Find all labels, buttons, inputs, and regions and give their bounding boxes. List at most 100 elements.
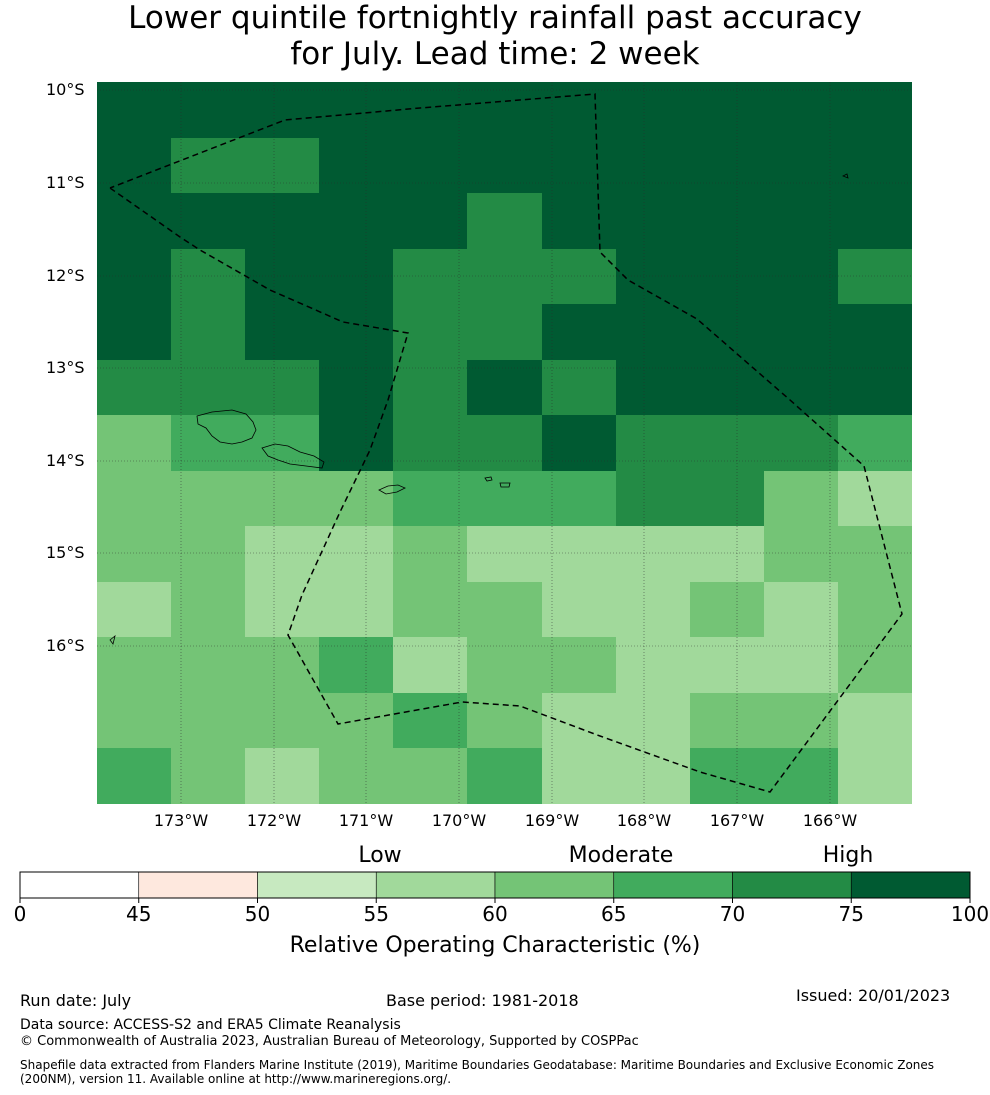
longitude-label: 167°W xyxy=(709,811,765,830)
grid-cell xyxy=(245,471,319,526)
grid-cell xyxy=(171,82,245,138)
grid-cell xyxy=(764,526,838,582)
maritime-boundary-west xyxy=(109,93,903,793)
colorbar-tick-label: 100 xyxy=(950,902,990,926)
island-upolu-savaii xyxy=(196,409,257,445)
colorbar-tick-label: 70 xyxy=(719,902,746,926)
grid-cell xyxy=(319,637,393,693)
grid-cell xyxy=(838,193,912,249)
grid-cell xyxy=(616,138,690,193)
grid-cell xyxy=(97,138,171,193)
grid-cell xyxy=(97,415,171,471)
grid-cell xyxy=(171,304,245,360)
grid-cell xyxy=(245,360,319,415)
grid-cell xyxy=(616,193,690,249)
grid-cell xyxy=(97,249,171,304)
grid-cell xyxy=(171,138,245,193)
island-tokelau xyxy=(842,173,849,179)
grid-cell xyxy=(97,637,171,693)
grid-cell xyxy=(764,193,838,249)
grid-cell xyxy=(838,138,912,193)
colorbar-segment xyxy=(732,871,852,899)
island-upolu xyxy=(261,443,325,469)
grid-cell xyxy=(690,193,764,249)
colorbar-tick-label: 75 xyxy=(838,902,864,926)
grid-cell xyxy=(542,249,616,304)
grid-cell xyxy=(97,582,171,637)
colorbar-category-label: High xyxy=(822,843,874,868)
map-title-line-1: Lower quintile fortnightly rainfall past… xyxy=(128,0,862,36)
latitude-label: 11°S xyxy=(46,173,85,192)
grid-cell xyxy=(319,582,393,637)
grid-cell xyxy=(97,693,171,748)
grid-cell xyxy=(838,249,912,304)
colorbar-segment xyxy=(138,871,258,899)
grid-cell xyxy=(838,415,912,471)
grid-cell xyxy=(467,415,542,471)
grid-cell xyxy=(171,637,245,693)
grid-cell xyxy=(542,526,616,582)
latitude-label: 14°S xyxy=(46,451,85,470)
grid-cell xyxy=(245,193,319,249)
grid-cell xyxy=(393,582,467,637)
grid-cell xyxy=(393,193,467,249)
grid-cell xyxy=(542,471,616,526)
grid-cell xyxy=(542,693,616,748)
grid-cell xyxy=(616,748,690,804)
grid-cell xyxy=(171,415,245,471)
map-title-line-2: for July. Lead time: 2 week xyxy=(290,36,700,72)
grid-cell xyxy=(393,526,467,582)
grid-cell xyxy=(393,82,467,138)
grid-cell xyxy=(97,360,171,415)
grid-cell xyxy=(690,748,764,804)
grid-cell xyxy=(616,360,690,415)
grid-cell xyxy=(616,693,690,748)
island-swains xyxy=(109,634,116,645)
colorbar-segment xyxy=(613,871,733,899)
grid-cell xyxy=(764,471,838,526)
grid-cell xyxy=(764,582,838,637)
grid-cell xyxy=(245,526,319,582)
grid-cell xyxy=(319,82,393,138)
grid-cell xyxy=(764,637,838,693)
grid-cell xyxy=(97,748,171,804)
shapefile-credit: Shapefile data extracted from Flanders M… xyxy=(20,1058,935,1086)
grid-cell xyxy=(690,637,764,693)
longitude-label: 171°W xyxy=(338,811,394,830)
issued-date: Issued: 20/01/2023 xyxy=(796,986,951,1005)
grid-cell xyxy=(542,304,616,360)
data-source: Data source: ACCESS-S2 and ERA5 Climate … xyxy=(20,1017,401,1033)
colorbar-tick-label: 65 xyxy=(601,902,627,926)
latitude-label: 13°S xyxy=(46,358,85,377)
island-aunuu xyxy=(484,476,493,482)
grid-cell xyxy=(245,138,319,193)
grid-cell xyxy=(467,582,542,637)
grid-cell xyxy=(393,471,467,526)
grid-cell xyxy=(467,138,542,193)
grid-cell xyxy=(319,138,393,193)
grid-cell xyxy=(838,582,912,637)
longitude-label: 166°W xyxy=(802,811,858,830)
colorbar-title: Relative Operating Characteristic (%) xyxy=(289,933,701,958)
longitude-label: 172°W xyxy=(246,811,302,830)
colorbar-tick-label: 55 xyxy=(363,902,389,926)
grid-cell xyxy=(838,693,912,748)
grid-cell xyxy=(467,693,542,748)
grid-cell xyxy=(542,82,616,138)
colorbar-tick-label: 45 xyxy=(126,902,152,926)
grid-cell xyxy=(97,82,171,138)
colorbar-category-label: Low xyxy=(358,843,402,868)
grid-cell xyxy=(764,138,838,193)
grid-cell xyxy=(616,249,690,304)
grid-cell xyxy=(393,249,467,304)
grid-cell xyxy=(97,471,171,526)
grid-cell xyxy=(393,693,467,748)
grid-cell xyxy=(838,637,912,693)
grid-cell xyxy=(838,748,912,804)
grid-cell xyxy=(319,304,393,360)
grid-cell xyxy=(690,415,764,471)
grid-cell xyxy=(542,360,616,415)
grid-cell xyxy=(764,693,838,748)
colorbar-category-label: Moderate xyxy=(568,843,674,868)
